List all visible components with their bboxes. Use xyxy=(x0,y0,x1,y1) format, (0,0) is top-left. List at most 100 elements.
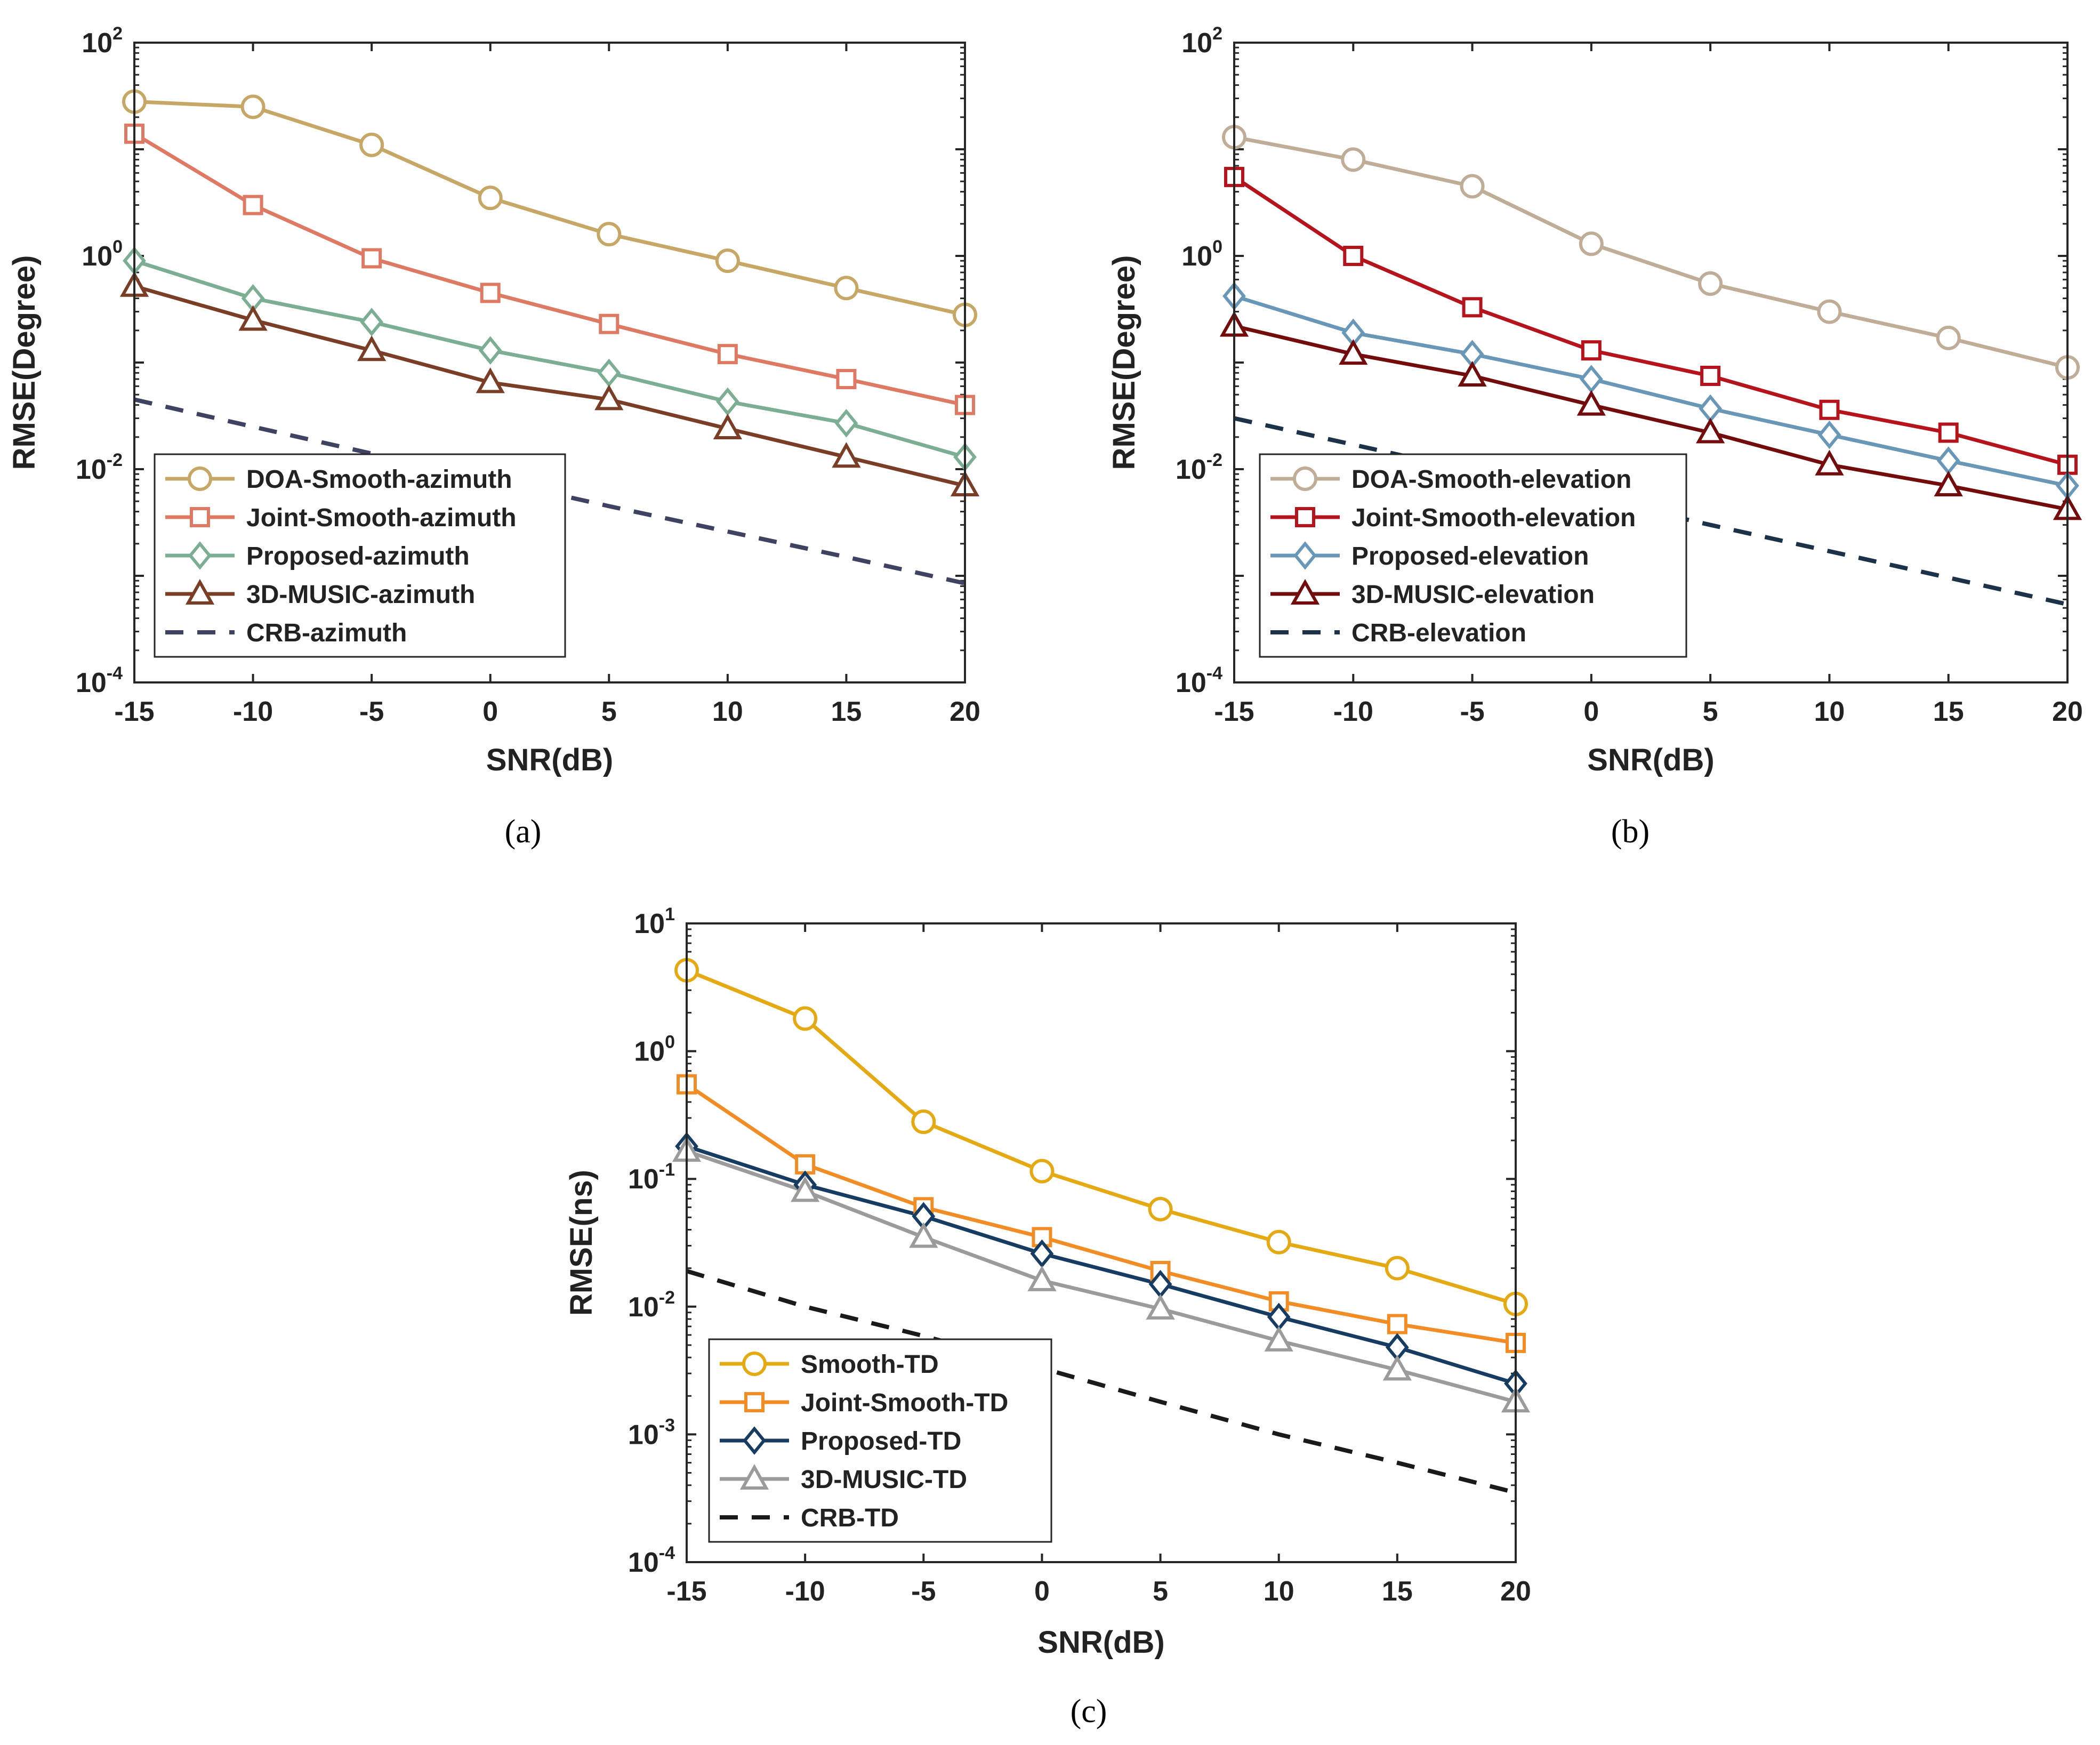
legend-label: 3D-MUSIC-azimuth xyxy=(246,581,475,609)
data-point-3D-MUSIC-elevation xyxy=(1339,339,1368,365)
data-point-Joint-Smooth-elevation xyxy=(1462,297,1483,318)
legend-marker xyxy=(1293,467,1317,491)
data-point-Proposed-azimuth xyxy=(834,408,858,438)
legend-label: Proposed-TD xyxy=(801,1427,961,1455)
legend-marker xyxy=(1290,578,1320,605)
data-point-3D-MUSIC-azimuth xyxy=(238,305,268,331)
data-point-3D-MUSIC-azimuth xyxy=(357,335,387,361)
x-tick-label: 5 xyxy=(601,696,617,727)
x-tick-label: -15 xyxy=(114,696,154,727)
legend-marker xyxy=(743,1426,766,1455)
data-point-Joint-Smooth-TD xyxy=(1387,1314,1407,1334)
data-point-3D-MUSIC-TD xyxy=(909,1222,938,1248)
x-tick-label: 15 xyxy=(1933,696,1964,727)
legend-label: DOA-Smooth-azimuth xyxy=(246,465,512,494)
legend-label: DOA-Smooth-elevation xyxy=(1351,465,1631,494)
x-axis-label: SNR(dB) xyxy=(486,743,613,777)
axes-frame xyxy=(133,42,966,683)
series-line-DOA-Smooth-azimuth xyxy=(134,100,965,317)
series-line-Proposed-elevation xyxy=(1234,294,2067,488)
axes-frame xyxy=(1233,42,2069,683)
x-axis-label: SNR(dB) xyxy=(1037,1625,1164,1660)
data-point-3D-MUSIC-elevation xyxy=(1934,470,1963,496)
data-point-Joint-Smooth-azimuth xyxy=(836,368,857,389)
data-point-Smooth-TD xyxy=(1148,1196,1173,1221)
x-tick-label: 20 xyxy=(2052,696,2083,727)
plot-a: -15 -10 -5 0 5 10 15 2010-410-2100102DOA-Smooth… xyxy=(7,23,980,850)
data-point-3D-MUSIC-elevation xyxy=(1458,360,1487,387)
series-line-Joint-Smooth-azimuth xyxy=(134,132,965,407)
x-tick-label: -10 xyxy=(1333,696,1373,727)
series-line-3D-MUSIC-azimuth xyxy=(134,284,965,488)
axes-frame xyxy=(686,922,1517,1563)
data-point-3D-MUSIC-TD xyxy=(1382,1355,1412,1381)
data-point-Joint-Smooth-TD xyxy=(795,1154,816,1175)
data-point-Proposed-elevation xyxy=(1817,420,1841,449)
x-tick-label: 10 xyxy=(1264,1576,1294,1607)
plot-b: -15 -10 -5 0 5 10 15 2010-410-2100102DOA-Smooth… xyxy=(1107,23,2083,850)
data-point-Joint-Smooth-azimuth xyxy=(480,283,501,303)
x-tick-label: 5 xyxy=(1703,696,1718,727)
data-point-DOA-Smooth-azimuth xyxy=(359,132,384,157)
series-line-Joint-Smooth-TD xyxy=(687,1082,1516,1345)
data-point-3D-MUSIC-elevation xyxy=(1696,417,1725,444)
data-point-Joint-Smooth-azimuth xyxy=(243,195,263,215)
x-tick-label: 0 xyxy=(482,696,498,727)
series-line-CRB-TD xyxy=(687,1269,1516,1495)
data-point-Joint-Smooth-elevation xyxy=(1343,246,1364,266)
data-point-Joint-Smooth-elevation xyxy=(1581,340,1602,361)
data-point-3D-MUSIC-elevation xyxy=(1815,449,1844,476)
legend-marker xyxy=(188,541,212,570)
series-group xyxy=(1234,135,2067,607)
y-axis-label: RMSE(Degree) xyxy=(7,255,42,470)
data-point-3D-MUSIC-azimuth xyxy=(713,413,742,439)
x-axis-label: SNR(dB) xyxy=(1587,743,1714,777)
data-point-Smooth-TD xyxy=(1266,1229,1291,1255)
data-point-Joint-Smooth-elevation xyxy=(1938,422,1959,443)
data-point-DOA-Smooth-azimuth xyxy=(715,248,740,274)
series-line-Proposed-azimuth xyxy=(134,259,965,459)
data-point-DOA-Smooth-elevation xyxy=(1936,325,1961,350)
y-axis-label: RMSE(ns) xyxy=(564,1170,599,1316)
data-point-Joint-Smooth-azimuth xyxy=(599,313,619,334)
data-point-Smooth-TD xyxy=(911,1109,936,1135)
x-tick-label: -15 xyxy=(666,1576,706,1607)
x-tick-label: 20 xyxy=(950,696,980,727)
legend-label: Joint-Smooth-azimuth xyxy=(246,504,517,532)
data-point-3D-MUSIC-azimuth xyxy=(476,367,505,393)
legend-marker xyxy=(739,1463,769,1490)
data-point-Joint-Smooth-azimuth xyxy=(361,248,382,269)
x-tick-label: -5 xyxy=(911,1576,936,1607)
legend-marker xyxy=(188,467,212,491)
series-line-Proposed-TD xyxy=(687,1144,1516,1386)
data-point-Proposed-azimuth xyxy=(360,308,384,336)
data-point-Smooth-TD xyxy=(793,1006,818,1031)
series-line-Joint-Smooth-elevation xyxy=(1234,175,2067,467)
data-point-DOA-Smooth-elevation xyxy=(1579,231,1604,256)
subfigure-caption: (b) xyxy=(1611,814,1650,850)
series-line-3D-MUSIC-TD xyxy=(687,1149,1516,1404)
x-tick-label: -10 xyxy=(785,1576,825,1607)
data-point-DOA-Smooth-azimuth xyxy=(240,94,265,119)
legend-marker xyxy=(742,1352,767,1376)
data-point-Proposed-TD xyxy=(1030,1239,1054,1268)
x-tick-label: 20 xyxy=(1500,1576,1531,1607)
data-point-DOA-Smooth-elevation xyxy=(1698,271,1723,296)
legend-label: CRB-TD xyxy=(801,1504,899,1532)
legend-label: Joint-Smooth-elevation xyxy=(1351,504,1636,532)
data-point-Joint-Smooth-elevation xyxy=(1819,399,1840,420)
legend-marker xyxy=(185,578,215,605)
series-line-DOA-Smooth-elevation xyxy=(1234,135,2067,369)
subfigure-caption: (a) xyxy=(505,814,542,850)
x-tick-label: 15 xyxy=(1382,1576,1413,1607)
data-point-3D-MUSIC-azimuth xyxy=(832,442,861,468)
data-point-Smooth-TD xyxy=(1385,1256,1410,1281)
data-point-3D-MUSIC-azimuth xyxy=(594,384,624,411)
data-point-DOA-Smooth-elevation xyxy=(1817,299,1842,324)
series-line-3D-MUSIC-elevation xyxy=(1234,324,2067,511)
data-point-3D-MUSIC-elevation xyxy=(1576,390,1606,416)
x-tick-label: 10 xyxy=(1814,696,1845,727)
x-tick-label: -15 xyxy=(1214,696,1254,727)
x-tick-label: -5 xyxy=(1460,696,1484,727)
